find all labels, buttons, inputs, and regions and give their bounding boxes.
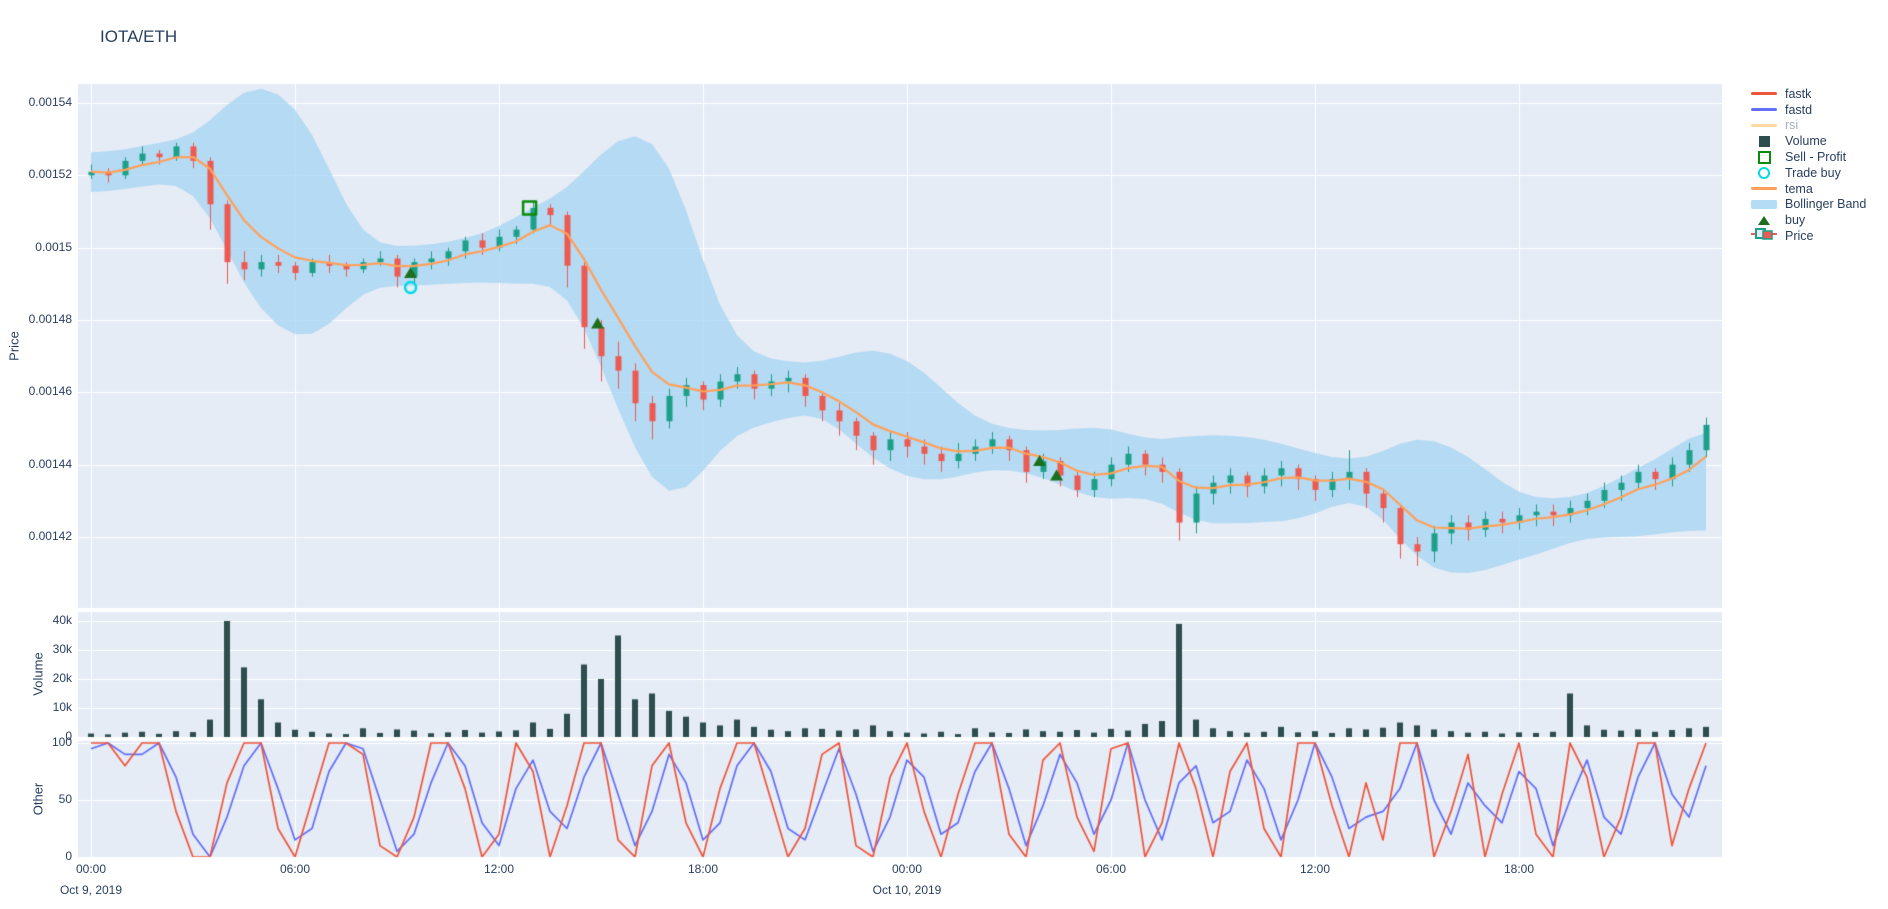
volume-tick-label: 30k — [52, 642, 72, 656]
x-tick-label: 00:00 — [891, 862, 923, 876]
volume-tick-label: 0 — [65, 729, 72, 743]
legend-item-volume[interactable]: Volume — [1748, 133, 1866, 149]
rsi-swatch-icon — [1748, 123, 1780, 127]
bollinger-band-swatch-icon — [1748, 199, 1780, 209]
other-tick-label: 0 — [65, 849, 72, 863]
x-date-label: Oct 9, 2019 — [59, 883, 123, 897]
fastk-swatch-icon — [1748, 92, 1780, 96]
trade-buy-swatch-icon — [1748, 166, 1780, 179]
other-tick-label: 50 — [58, 792, 72, 806]
price-tick-label: 0.00144 — [28, 456, 72, 471]
volume-tick-label: 20k — [52, 671, 72, 685]
legend-item-fastk[interactable]: fastk — [1748, 86, 1866, 102]
price-swatch-icon — [1748, 227, 1780, 246]
legend-item-trade-buy[interactable]: Trade buy — [1748, 165, 1866, 181]
x-tick-label: 06:00 — [279, 862, 311, 876]
legend-item-sell-profit[interactable]: Sell - Profit — [1748, 149, 1866, 165]
x-tick-label: 06:00 — [1095, 862, 1127, 876]
price-axis-title: Price — [6, 331, 22, 361]
legend-label: fastk — [1785, 86, 1812, 101]
other-tick-label: 100 — [51, 735, 72, 749]
price-tick-label: 0.00146 — [28, 384, 72, 399]
volume-tick-label: 10k — [52, 700, 72, 714]
legend-item-fastd[interactable]: fastd — [1748, 102, 1866, 118]
legend-label: buy — [1785, 213, 1806, 228]
legend: fastk fastd rsi Volume Sell - Profit Trade bu… — [1748, 86, 1866, 244]
volume-axis-title: Volume — [30, 652, 46, 696]
legend-label: rsi — [1785, 118, 1799, 133]
legend-label: Price — [1785, 229, 1814, 244]
legend-item-tema[interactable]: tema — [1748, 181, 1866, 197]
legend-label: Sell - Profit — [1785, 150, 1847, 165]
sell-profit-swatch-icon — [1748, 150, 1780, 164]
price-tick-label: 0.00142 — [28, 528, 72, 543]
price-tick-label: 0.00152 — [28, 167, 72, 182]
price-tick-label: 0.00148 — [28, 311, 72, 326]
legend-label: Bollinger Band — [1785, 197, 1867, 212]
x-tick-label: 00:00 — [75, 862, 107, 876]
legend-label: fastd — [1785, 102, 1813, 117]
x-tick-label: 12:00 — [1299, 862, 1331, 876]
x-date-label: Oct 10, 2019 — [872, 883, 942, 897]
x-tick-label: 12:00 — [483, 862, 515, 876]
volume-swatch-icon — [1748, 135, 1780, 147]
x-tick-label: 18:00 — [687, 862, 719, 876]
price-tick-label: 0.00154 — [28, 95, 72, 109]
tema-swatch-icon — [1748, 187, 1780, 191]
legend-item-price[interactable]: Price — [1748, 227, 1866, 246]
fastd-swatch-icon — [1748, 108, 1780, 112]
legend-item-buy[interactable]: buy — [1748, 212, 1866, 228]
x-tick-label: 18:00 — [1503, 862, 1535, 876]
price-tick-label: 0.0015 — [35, 239, 72, 254]
legend-item-rsi[interactable]: rsi — [1748, 118, 1866, 134]
buy-swatch-icon — [1748, 215, 1780, 225]
other-axis-title: Other — [30, 782, 46, 816]
volume-tick-label: 40k — [52, 613, 72, 627]
legend-label: Volume — [1785, 134, 1827, 149]
legend-item-bollinger-band[interactable]: Bollinger Band — [1748, 197, 1866, 213]
legend-label: Trade buy — [1785, 165, 1841, 180]
legend-label: tema — [1785, 181, 1813, 196]
